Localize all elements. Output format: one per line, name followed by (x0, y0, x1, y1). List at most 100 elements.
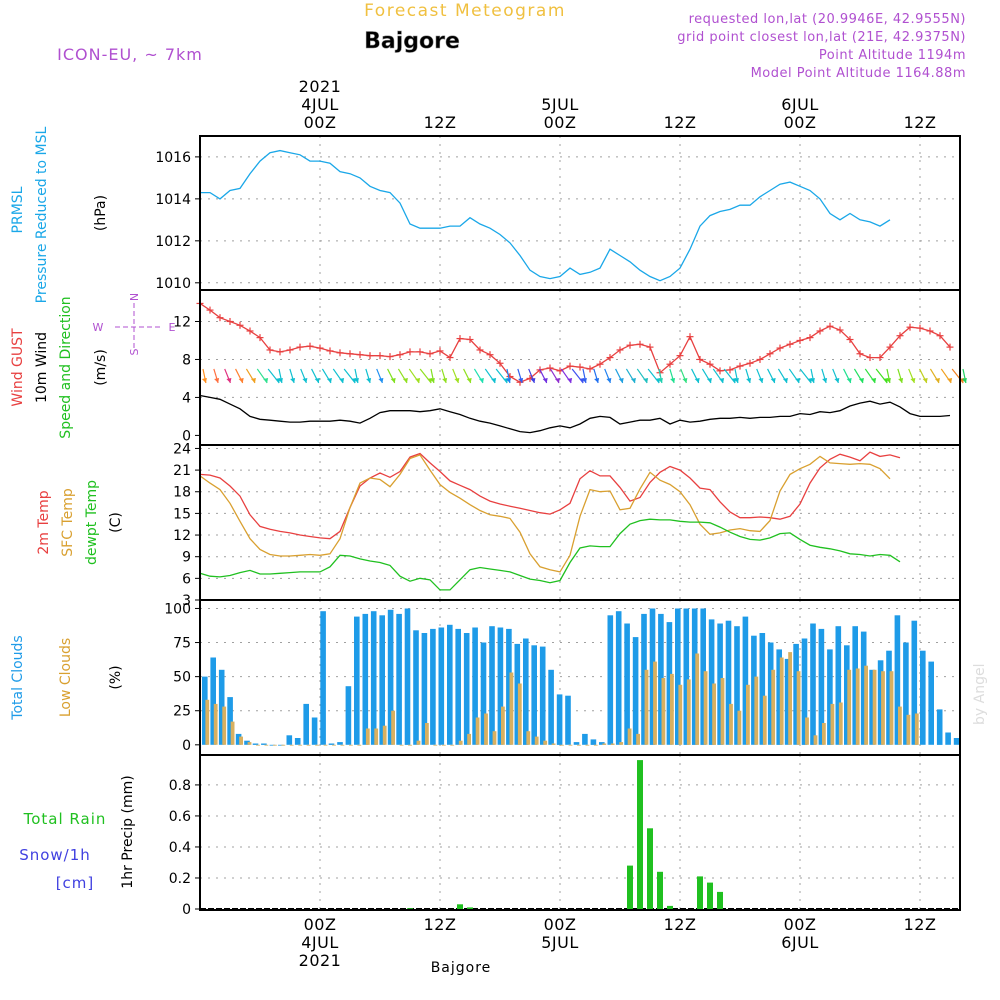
gust-marker (846, 336, 854, 344)
y-tick-label: 100 (164, 601, 191, 617)
total-cloud-bar (615, 611, 622, 745)
wind-arrow (604, 368, 612, 384)
total-cloud-bar (776, 649, 782, 745)
gust-marker (716, 367, 724, 375)
panel-ylabel-precip: 1hr Precip (mm) (120, 775, 136, 888)
wind-arrow (581, 368, 587, 384)
wind-arrow (387, 368, 396, 384)
wind-arrow-head (822, 377, 828, 383)
wind-arrow (452, 368, 460, 384)
total-cloud-bar (252, 743, 259, 745)
gust-marker (236, 321, 244, 329)
low-cloud-bar (881, 671, 885, 745)
total-cloud-bar (751, 635, 757, 745)
total-cloud-bar (294, 738, 301, 745)
total-cloud-bar (877, 660, 884, 745)
gust-marker (476, 346, 484, 354)
wind-arrow-head (302, 377, 308, 383)
wind-arrow (408, 368, 421, 384)
y-tick-label: 0 (182, 738, 191, 754)
wind-arrow-head (581, 377, 587, 383)
low-cloud-bar (382, 725, 387, 745)
low-cloud-bar (458, 740, 463, 745)
panel-ylabel-clouds: (%) (108, 665, 124, 689)
total-cloud-bar (886, 650, 892, 745)
wind-arrow-head (415, 377, 421, 383)
rain-bar (717, 891, 723, 909)
gust-marker (266, 346, 274, 354)
low-cloud-bar (914, 713, 919, 745)
low-cloud-bar (627, 728, 632, 745)
gust-marker (596, 360, 604, 368)
time-label-bottom: 12Z (904, 915, 937, 934)
total-cloud-bar (286, 735, 293, 745)
time-label-top: 00Z (304, 113, 337, 132)
gust-marker (586, 365, 594, 373)
y-tick-label: 0 (182, 902, 191, 918)
wind-arrow (277, 368, 283, 384)
wind-arrow (224, 368, 232, 384)
low-cloud-bar (788, 652, 792, 745)
total-cloud-bar (278, 744, 284, 746)
precip-title-cm: [cm] (56, 874, 95, 892)
low-cloud-bar (408, 744, 412, 746)
low-cloud-bar (805, 717, 809, 745)
total-cloud-bar (430, 628, 436, 745)
low-cloud-bar (653, 661, 657, 745)
time-label-bottom: 00Z (304, 915, 337, 934)
wind-arrow (951, 368, 965, 384)
gust-marker (746, 359, 754, 367)
wind-arrow-head (226, 377, 232, 383)
wind-arrow (799, 368, 813, 384)
wind-arrow (419, 368, 433, 384)
low-cloud-bar (889, 671, 894, 745)
low-cloud-bar (593, 744, 598, 746)
wind-arrow (267, 368, 281, 384)
rain-bar (637, 760, 643, 909)
time-label-bottom: 2021 (299, 951, 342, 970)
series-line-dewpt-temp (199, 518, 901, 591)
time-label-top: 12Z (664, 113, 697, 132)
wind-arrow-head (630, 377, 636, 383)
total-cloud-bar (936, 709, 943, 745)
wind-arrow (647, 368, 661, 384)
gust-marker (636, 340, 644, 348)
wind-arrow (821, 368, 828, 384)
gust-marker (906, 323, 914, 331)
wind-arrow-head (290, 377, 296, 383)
wind-arrow-head (238, 377, 244, 383)
wind-arrow-head (682, 377, 688, 383)
low-cloud-bar (450, 744, 455, 746)
total-cloud-bar (894, 615, 901, 745)
low-cloud-bar (281, 744, 286, 746)
total-cloud-bar (683, 608, 690, 745)
wind-arrow (235, 368, 244, 384)
gust-marker (786, 340, 794, 348)
y-tick-label: 0.6 (169, 809, 191, 825)
low-cloud-bar (686, 679, 691, 745)
panel-title-clouds: Low Clouds (58, 638, 74, 717)
low-cloud-bar (898, 706, 902, 745)
low-cloud-bar (315, 744, 319, 746)
low-cloud-bar (864, 665, 868, 745)
low-cloud-bar (872, 669, 877, 745)
low-cloud-bar (340, 744, 345, 746)
precip-title-snow: Snow/1h (19, 846, 91, 864)
wind-arrow (767, 368, 776, 384)
total-cloud-bar (370, 611, 377, 745)
wind-arrow (201, 368, 207, 384)
total-cloud-bar (244, 740, 250, 745)
y-tick-label: 1016 (155, 150, 191, 166)
wind-arrow (745, 368, 752, 384)
low-cloud-bar (484, 713, 488, 745)
total-cloud-bar (235, 733, 242, 745)
wind-arrow-head (606, 377, 612, 383)
total-cloud-bar (227, 697, 233, 745)
wind-arrow (843, 368, 852, 384)
total-cloud-bar (835, 626, 842, 745)
wind-arrow (593, 368, 600, 384)
gust-marker (416, 348, 424, 356)
total-cloud-bar (607, 615, 614, 745)
wind-arrow-head (263, 377, 269, 383)
